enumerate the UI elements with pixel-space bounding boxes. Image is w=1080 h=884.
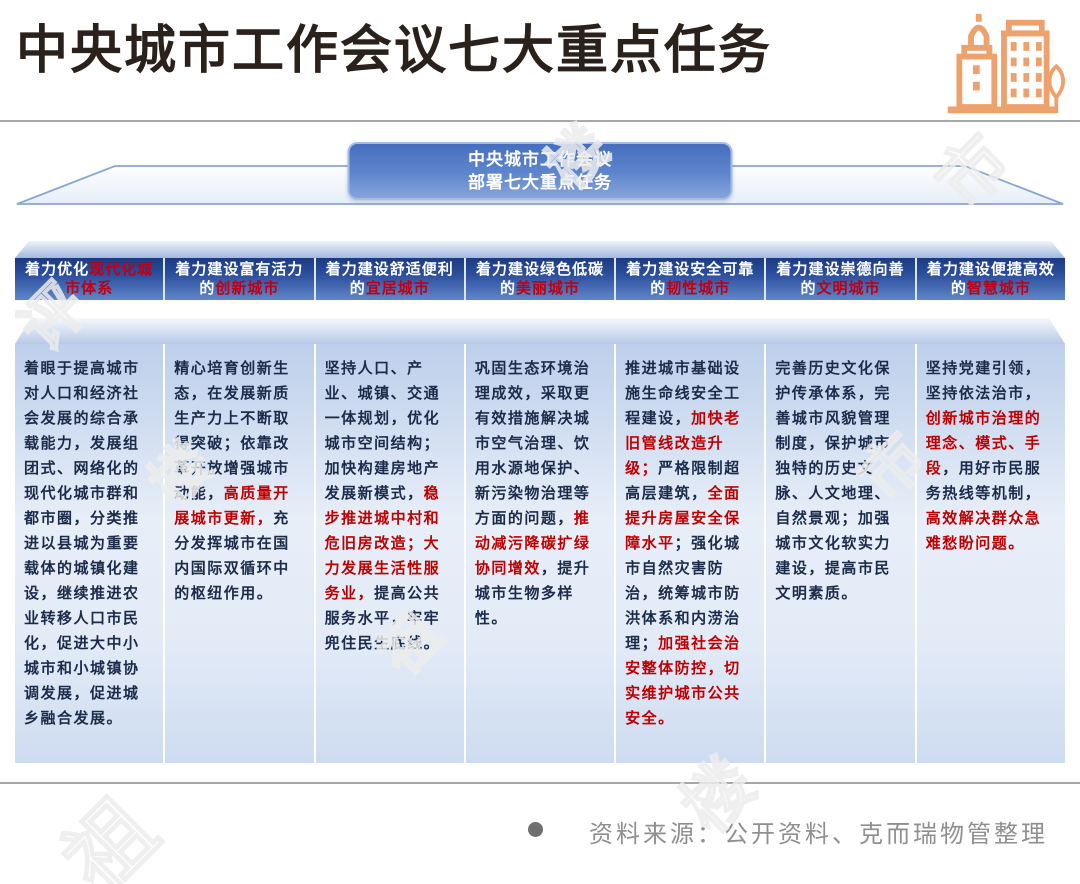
task-header-4: 着力建设绿色低碳的美丽城市 — [466, 258, 617, 300]
tasks-body-topface — [15, 318, 1065, 344]
tasks-header-row: 着力优化现代化城市体系 着力建设富有活力的创新城市 着力建设舒适便利的宜居城市 着力建… — [15, 258, 1065, 300]
city-buildings-icon — [940, 4, 1066, 116]
tasks-header-topface — [15, 241, 1065, 258]
source-bullet-icon — [528, 822, 543, 837]
tasks-body-row: 着眼于提高城市对人口和经济社会发展的综合承载能力，发展组团式、网络化的现代化城市… — [15, 344, 1065, 763]
task-header-3: 着力建设舒适便利的宜居城市 — [316, 258, 466, 300]
task-body-2: 精心培育创新生态，在发展新质生产力上不断取得突破；依靠改革开放增强城市动能，高质… — [165, 344, 316, 763]
source-note: 资料来源：公开资料、克而瑞物管整理 — [589, 821, 1048, 848]
banner-line-2: 部署七大重点任务 — [468, 173, 612, 192]
task-body-7: 坚持党建引领，坚持依法治市，创新城市治理的理念、模式、手段，用好市民服务热线等机… — [925, 360, 1042, 552]
task-header-2: 着力建设富有活力的创新城市 — [165, 258, 316, 300]
task-body-5: 推进城市基础设施生命线安全工程建设，加快老旧管线改造升级；严格限制超高层建筑，全… — [616, 344, 767, 763]
platform-shape: 中央城市工作会议 部署七大重点任务 — [0, 130, 1080, 220]
page-title: 中央城市工作会议七大重点任务 — [16, 22, 773, 80]
task-header-6: 着力建设崇德向善的文明城市 — [766, 258, 917, 300]
task-body-6: 完善历史文化保护传承体系，完善城市风貌管理制度，保护城市独特的历史文脉、人文地理… — [766, 344, 917, 763]
tasks-header-slab: 着力优化现代化城市体系 着力建设富有活力的创新城市 着力建设舒适便利的宜居城市 着力建… — [15, 241, 1065, 300]
task-header-7: 着力建设便捷高效的智慧城市 — [926, 261, 1055, 297]
task-header-5: 着力建设安全可靠的韧性城市 — [616, 258, 767, 300]
task-header-1: 着力优化现代化城市体系 — [15, 258, 166, 300]
task-body-1: 着眼于提高城市对人口和经济社会发展的综合承载能力，发展组团式、网络化的现代化城市… — [15, 344, 166, 763]
title-divider — [0, 120, 1080, 122]
task-body-3: 坚持人口、产业、城镇、交通一体规划，优化城市空间结构；加快构建房地产发展新模式，… — [316, 344, 466, 763]
banner-line-1: 中央城市工作会议 — [468, 150, 612, 169]
task-body-4: 巩固生态环境治理成效，采取更有效措施解决城市空气治理、饮用水源地保护、新污染物治… — [466, 344, 617, 763]
footer-divider — [0, 782, 1080, 784]
conference-banner: 中央城市工作会议 部署七大重点任务 — [347, 142, 733, 200]
tasks-body-slab: 着眼于提高城市对人口和经济社会发展的综合承载能力，发展组团式、网络化的现代化城市… — [15, 318, 1065, 763]
